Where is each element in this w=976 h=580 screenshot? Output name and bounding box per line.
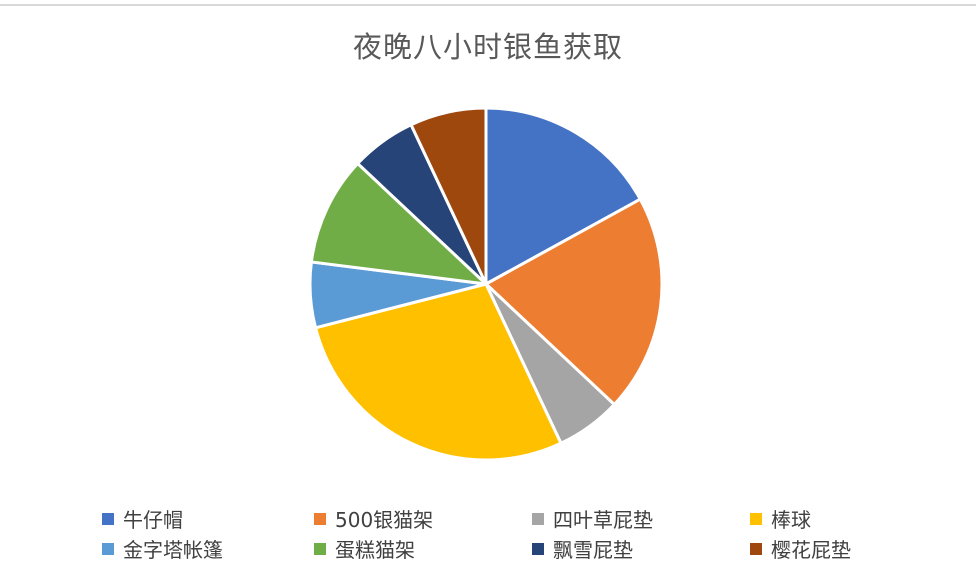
legend-item-6: 蛋糕猫架 — [314, 534, 415, 563]
chart-top-border — [0, 4, 976, 6]
legend-item-7: 飘雪屁垫 — [532, 534, 633, 563]
legend-swatch — [532, 542, 544, 555]
legend-item-2: 500银猫架 — [314, 504, 433, 533]
chart-legend: 牛仔帽 500银猫架 四叶草屁垫 棒球金字塔帐篷 蛋糕猫架 飘雪屁垫 樱花屁垫 — [102, 504, 922, 568]
legend-label: 牛仔帽 — [123, 508, 183, 532]
legend-label: 飘雪屁垫 — [553, 538, 633, 562]
legend-label: 500银猫架 — [335, 508, 434, 532]
legend-item-3: 四叶草屁垫 — [532, 504, 653, 533]
legend-label: 蛋糕猫架 — [335, 538, 415, 562]
legend-swatch — [314, 512, 326, 525]
legend-item-8: 樱花屁垫 — [750, 534, 851, 563]
legend-item-5: 金字塔帐篷 — [102, 534, 223, 563]
legend-swatch — [750, 512, 762, 525]
legend-item-4: 棒球 — [750, 504, 811, 533]
pie-slice-4 — [314, 282, 563, 462]
legend-label: 樱花屁垫 — [771, 538, 851, 562]
legend-swatch — [102, 512, 114, 525]
legend-swatch — [314, 542, 326, 555]
legend-swatch — [102, 542, 114, 555]
chart-title: 夜晚八小时银鱼获取 — [352, 30, 623, 64]
pie-slice-2 — [484, 197, 664, 406]
pie-slice-6 — [309, 162, 488, 286]
legend-swatch — [532, 512, 544, 525]
legend-label: 棒球 — [771, 508, 811, 532]
legend-item-1: 牛仔帽 — [102, 504, 183, 533]
legend-label: 四叶草屁垫 — [553, 508, 653, 532]
pie-slice-8 — [409, 106, 488, 286]
legend-label: 金字塔帐篷 — [123, 538, 223, 562]
legend-swatch — [750, 542, 762, 555]
pie-slice-1 — [484, 106, 642, 286]
